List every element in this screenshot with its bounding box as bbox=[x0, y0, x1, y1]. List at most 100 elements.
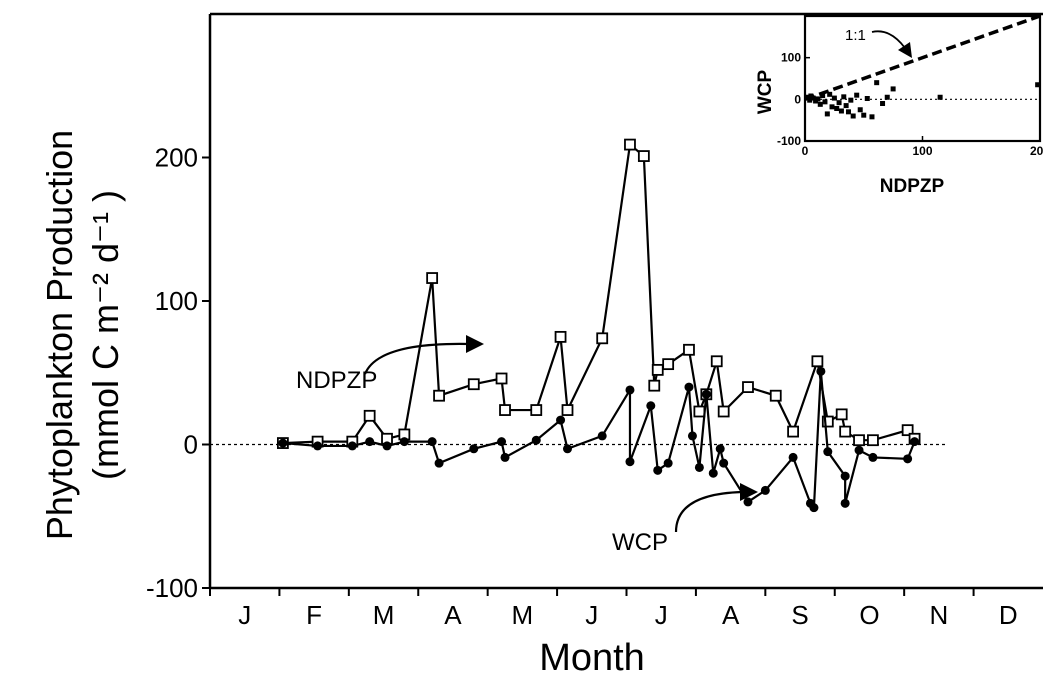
inset-x-tick-label: 200 bbox=[1030, 144, 1043, 158]
x-tick-label: A bbox=[444, 600, 462, 630]
series-layer: -10001000100200 bbox=[276, 14, 1043, 533]
text-layer: Phytoplankton Production (mmol C m⁻² d⁻¹… bbox=[39, 27, 945, 679]
data-point-wcp bbox=[653, 465, 663, 475]
inset-frame bbox=[803, 14, 1042, 143]
data-point-ndpzp bbox=[662, 358, 675, 371]
data-point-wcp bbox=[663, 458, 673, 468]
data-point-ndpzp bbox=[561, 404, 574, 416]
inset-data-point bbox=[824, 111, 830, 117]
data-point-ndpzp bbox=[433, 389, 445, 402]
data-point-wcp bbox=[313, 441, 323, 451]
inset-data-point bbox=[836, 100, 842, 106]
inset-data-point bbox=[864, 96, 870, 101]
data-point-ndpzp bbox=[467, 378, 480, 391]
x-tick-label: J bbox=[655, 600, 668, 630]
data-point-wcp bbox=[868, 452, 878, 462]
annotation-ndpzp-arrowhead bbox=[466, 335, 484, 353]
data-point-wcp bbox=[903, 454, 913, 464]
inset-y-tick-label: -100 bbox=[777, 134, 801, 148]
data-point-ndpzp bbox=[648, 379, 661, 392]
data-point-ndpzp bbox=[835, 408, 848, 421]
data-point-ndpzp bbox=[742, 381, 754, 394]
data-point-ndpzp bbox=[554, 330, 567, 343]
data-point-wcp bbox=[823, 447, 833, 457]
inset-data-point bbox=[937, 94, 943, 100]
data-point-ndpzp bbox=[821, 415, 834, 428]
inset-annotation-arrowhead bbox=[898, 42, 912, 58]
data-point-wcp bbox=[278, 438, 288, 448]
data-point-wcp bbox=[500, 452, 510, 462]
inset-data-point bbox=[810, 95, 816, 101]
data-point-ndpzp bbox=[499, 404, 511, 416]
data-point-wcp bbox=[399, 437, 409, 447]
inset-data-point bbox=[884, 94, 890, 100]
data-point-wcp bbox=[497, 437, 507, 447]
data-point-wcp bbox=[625, 457, 635, 467]
inset-data-point bbox=[1035, 82, 1041, 88]
inset-data-point bbox=[815, 96, 821, 102]
data-point-wcp bbox=[365, 437, 375, 447]
y-tick-label: 100 bbox=[155, 286, 198, 316]
inset-annotation-arrow bbox=[871, 30, 906, 49]
data-point-wcp bbox=[556, 415, 566, 425]
inset-reference-line-label: 1:1 bbox=[845, 27, 866, 44]
data-point-wcp bbox=[840, 471, 850, 481]
data-point-wcp bbox=[597, 431, 607, 441]
x-tick-label: F bbox=[306, 600, 322, 630]
y-tick-label: 200 bbox=[155, 143, 198, 173]
inset-data-point bbox=[890, 86, 896, 92]
data-point-ndpzp bbox=[495, 372, 508, 385]
data-point-wcp bbox=[854, 445, 864, 455]
data-point-ndpzp bbox=[811, 355, 824, 368]
inset-data-point bbox=[874, 80, 880, 86]
inset-data-point bbox=[861, 112, 867, 118]
data-point-ndpzp bbox=[596, 332, 609, 345]
x-tick-label: S bbox=[791, 600, 808, 630]
inset-data-point bbox=[841, 94, 847, 100]
inset-data-point bbox=[838, 108, 844, 114]
inset-data-point bbox=[850, 113, 856, 119]
data-point-ndpzp bbox=[651, 363, 664, 376]
inset-data-point bbox=[834, 106, 840, 111]
data-point-ndpzp bbox=[853, 434, 865, 447]
x-tick-label: A bbox=[722, 600, 740, 630]
inset-data-point bbox=[829, 104, 835, 110]
data-point-wcp bbox=[840, 498, 850, 508]
inset-y-axis-label: WCP bbox=[755, 70, 776, 115]
inset-x-tick-label: 0 bbox=[802, 144, 809, 158]
inset-data-point bbox=[854, 92, 860, 98]
inset-data-point bbox=[831, 95, 837, 101]
data-point-wcp bbox=[625, 385, 635, 395]
inset-y-tick-label: 100 bbox=[781, 51, 801, 65]
data-point-ndpzp bbox=[637, 150, 650, 162]
inset-data-point bbox=[869, 114, 875, 120]
data-point-wcp bbox=[694, 462, 704, 472]
annotation-wcp-arrowhead bbox=[740, 483, 758, 501]
annotation-ndpzp-label: NDPZP bbox=[296, 367, 377, 394]
annotation-wcp-arrow bbox=[674, 490, 743, 533]
inset-data-point bbox=[848, 97, 854, 103]
inset-y-tick-label: 0 bbox=[794, 92, 801, 106]
x-tick-label: J bbox=[238, 600, 251, 630]
data-point-ndpzp bbox=[363, 409, 376, 422]
inset-data-point bbox=[857, 107, 863, 113]
x-axis-label: Month bbox=[539, 637, 645, 679]
data-point-ndpzp bbox=[624, 138, 636, 151]
x-tick-label: M bbox=[373, 600, 395, 630]
data-point-ndpzp bbox=[426, 272, 439, 284]
y-tick-label: -100 bbox=[146, 573, 198, 603]
data-point-wcp bbox=[434, 458, 444, 468]
data-point-ndpzp bbox=[901, 424, 914, 437]
inset-data-point bbox=[843, 103, 849, 109]
data-point-wcp bbox=[910, 437, 920, 447]
data-point-wcp bbox=[382, 441, 392, 451]
series-line-wcp bbox=[282, 371, 916, 511]
data-point-wcp bbox=[347, 441, 357, 451]
data-point-wcp bbox=[719, 458, 729, 468]
data-point-wcp bbox=[708, 468, 718, 478]
data-point-wcp bbox=[743, 497, 753, 507]
data-point-ndpzp bbox=[867, 434, 879, 447]
inset-reference-line bbox=[804, 14, 1041, 101]
